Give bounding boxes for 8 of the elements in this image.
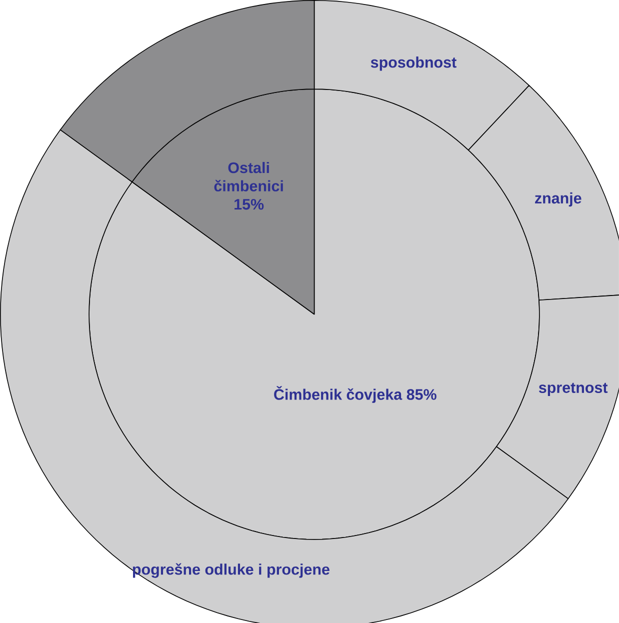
data-label: 85% — [406, 389, 436, 400]
data-label: 15% — [234, 198, 264, 210]
slice-label: znanje — [535, 192, 582, 207]
slice-label: Čimbenik čovjeka — [274, 386, 402, 403]
slice-label: Ostali čimbenici — [214, 162, 283, 192]
slice-label: spretnost — [538, 382, 608, 396]
slice-label: pogrešne odluke i procjene — [133, 563, 330, 578]
slice-label: sposobnost — [370, 56, 456, 71]
